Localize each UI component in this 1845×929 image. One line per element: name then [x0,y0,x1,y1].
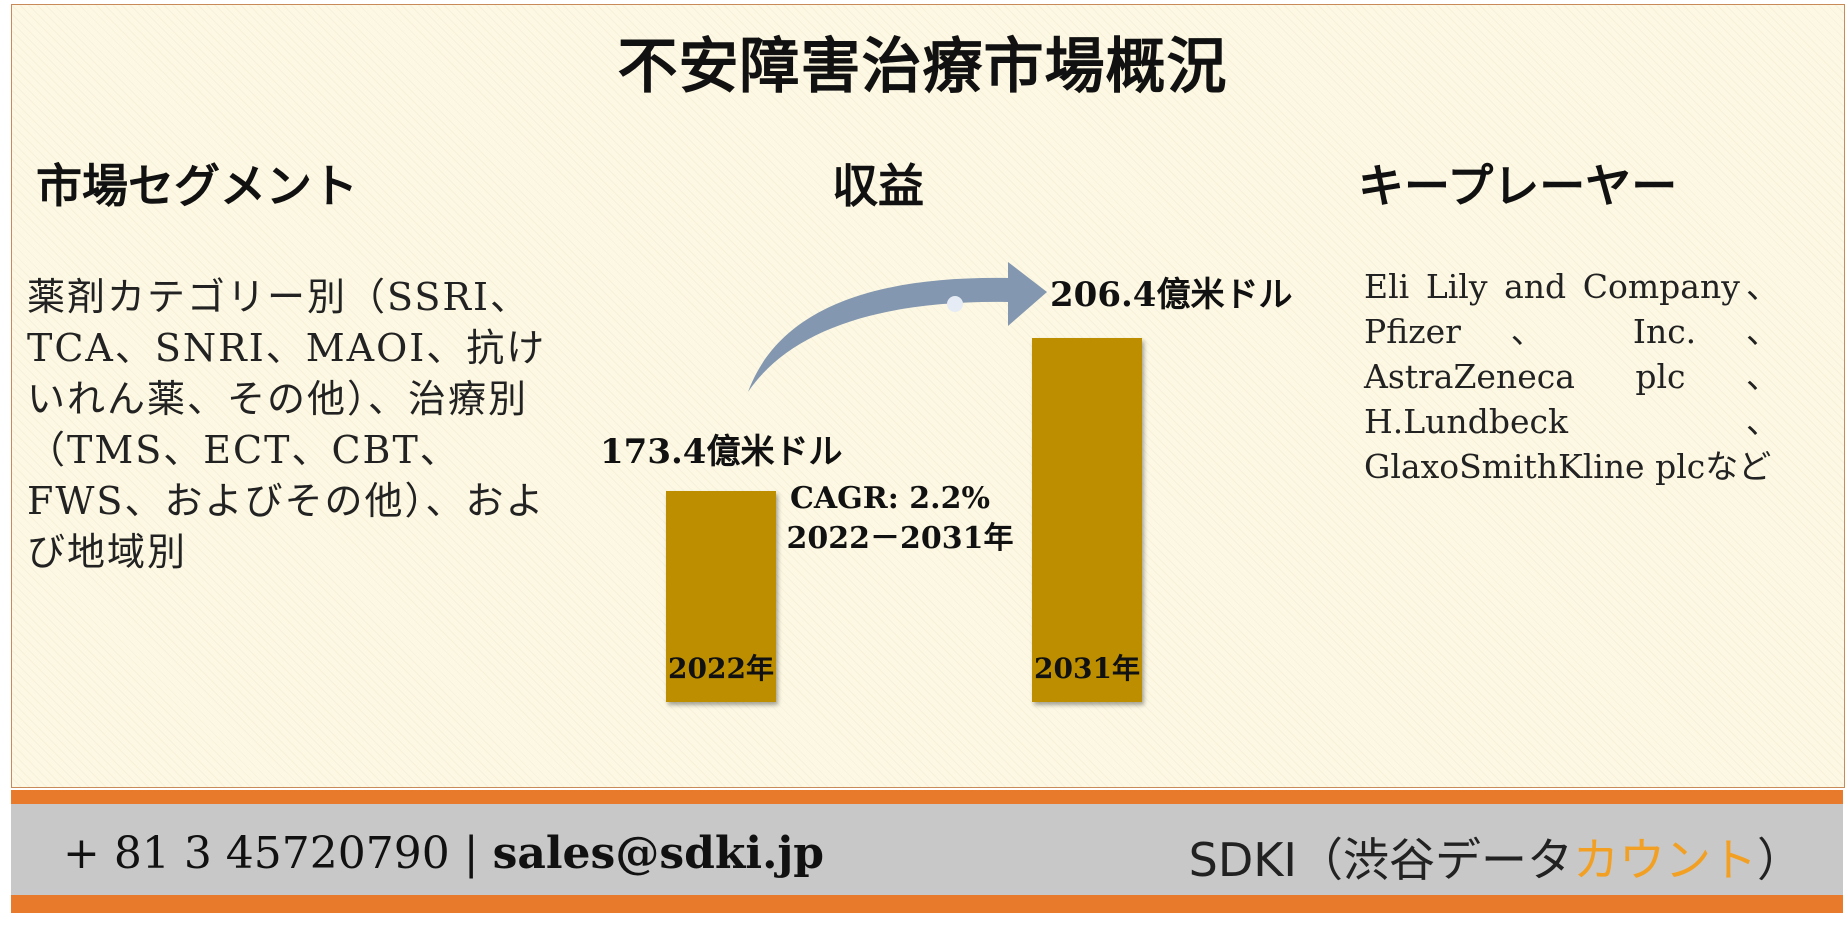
player-item: Pfizer 、 Inc. 、 [1364,312,1779,351]
phone-number: + 81 3 45720790 | [63,828,493,879]
growth-arrow [748,262,1047,392]
contact-info: + 81 3 45720790 | sales@sdki.jp [63,828,824,879]
players-list: Eli Lily and Company、 Pfizer 、 Inc. 、 As… [1364,264,1779,489]
bar-2022年 [666,491,776,702]
cagr-label: CAGR: 2.2% [790,481,990,516]
category-label: 2031年 [1034,652,1140,685]
brand-main: SDKI（渋谷データ [1188,833,1573,887]
bar-2031年 [1032,338,1142,702]
player-item: AstraZeneca plc 、 [1364,357,1779,396]
segments-heading: 市場セグメント [36,159,358,213]
value-label: 206.4億米ドル [1050,275,1292,315]
footer-band: + 81 3 45720790 | sales@sdki.jp SDKI（渋谷デ… [11,804,1843,895]
value-label: 173.4億米ドル [600,432,842,472]
segments-text: 薬剤カテゴリー別（SSRI、TCA、SNRI、MAOI、抗けいれん薬、その他）、… [27,275,547,574]
brand-name: SDKI（渋谷データカウント） [1189,824,1803,890]
revenue-heading: 収益 [832,159,924,213]
brand-accent: カウント [1573,833,1757,887]
player-item: H.Lundbeck 、 [1364,402,1779,441]
player-item: Eli Lily and Company、 [1364,267,1779,306]
email-link[interactable]: sales@sdki.jp [492,828,825,879]
category-label: 2022年 [668,652,774,685]
footer-bar: + 81 3 45720790 | sales@sdki.jp SDKI（渋谷デ… [11,790,1843,913]
brand-end: ） [1757,833,1803,887]
player-item: GlaxoSmithKline plcなど [1364,447,1772,486]
arrow-highlight-dot [947,296,963,312]
cagr-period-label: 2022－2031年 [787,521,1014,556]
page-title: 不安障害治療市場概況 [617,32,1228,102]
content-panel [11,4,1845,788]
players-heading: キープレーヤー [1358,159,1678,213]
